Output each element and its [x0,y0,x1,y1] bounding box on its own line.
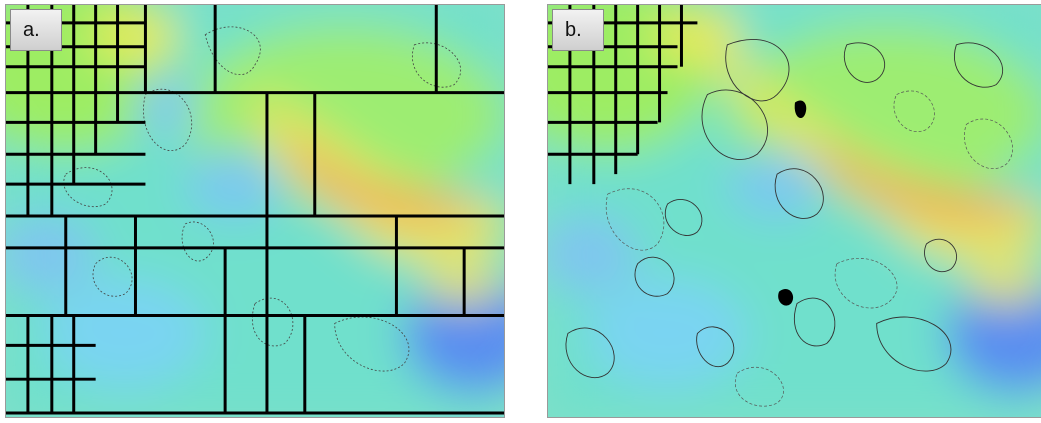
contours-b-dashed [605,90,1013,407]
heatmap-b [548,5,1041,417]
heatmap-a [6,5,504,417]
panel-label-a: a. [10,9,62,51]
panel-a: a. [5,4,505,418]
blobs-b [778,100,807,306]
contours-b [565,39,1003,379]
contours-a [63,26,461,372]
color-field-b [548,5,1041,417]
panel-b: b. [547,4,1041,418]
color-field-a [6,5,504,417]
panel-label-b: b. [552,9,604,51]
